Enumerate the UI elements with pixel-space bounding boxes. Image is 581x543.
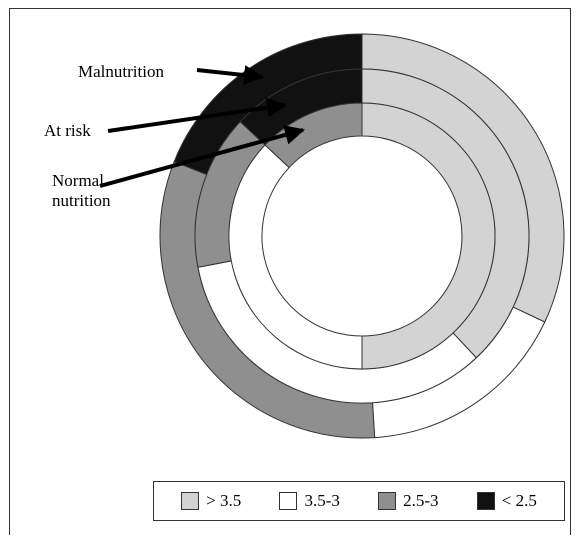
legend-item: 3.5-3 [279,491,340,511]
ring-label-malnutrition: Malnutrition [78,62,164,81]
legend-label: < 2.5 [501,491,537,510]
arrow-at-risk [107,97,287,133]
legend-label: 2.5-3 [403,491,439,510]
ring-label-normal-nutrition-line1: Normal [52,171,104,190]
legend-label: > 3.5 [206,491,242,510]
rings-group [159,33,565,439]
arrow-malnutrition [196,65,264,86]
chart-frame [9,8,571,535]
legend-item: > 3.5 [181,491,241,511]
slice-ring2-1 [228,144,363,370]
arrow-normal-nutrition [99,125,305,188]
legend: > 3.5 3.5-3 2.5-3 < 2.5 [153,481,565,521]
callout-normal-nutrition: Normal nutrition [52,125,305,210]
legend-item: < 2.5 [476,491,537,511]
callout-at-risk: At risk [44,97,287,140]
slice-ring2-2 [264,102,363,169]
callout-malnutrition: Malnutrition [78,62,264,86]
legend-swatch [378,492,397,510]
ring-label-at-risk: At risk [44,121,91,140]
legend-label: 3.5-3 [304,491,340,510]
legend-item: 2.5-3 [378,491,439,511]
slice-ring2-0 [361,102,496,370]
legend-swatch [279,492,298,510]
ring-label-normal-nutrition-line2: nutrition [52,191,111,210]
legend-swatch [181,492,200,510]
legend-swatch [476,492,495,510]
